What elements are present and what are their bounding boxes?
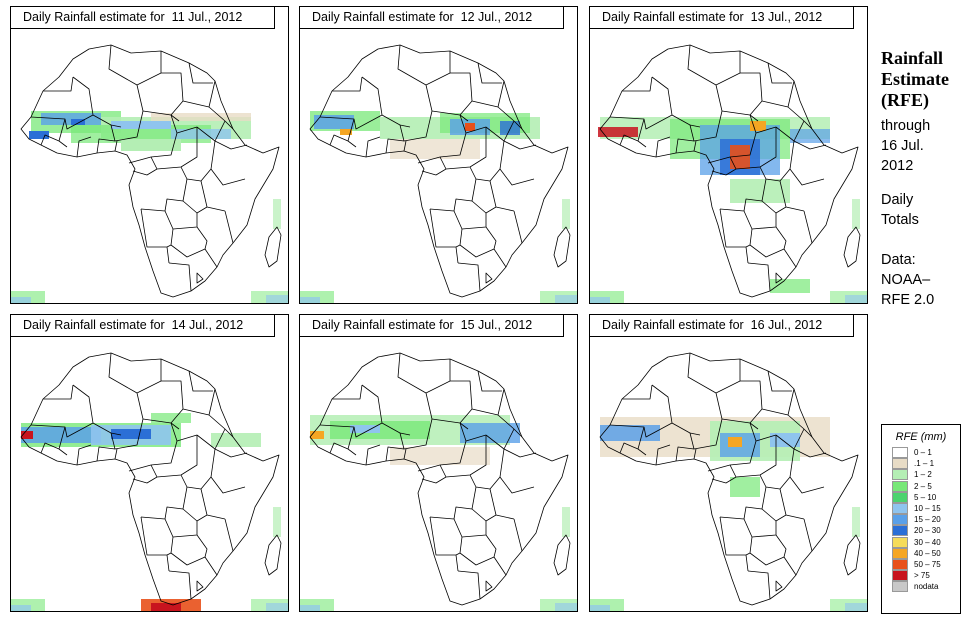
heading-line: Estimate	[881, 69, 949, 89]
legend-label: 40 – 50	[914, 548, 941, 558]
legend-label: 0 – 1	[914, 448, 932, 458]
legend-label: 5 – 10	[914, 492, 937, 502]
source-line: Data:	[881, 252, 916, 268]
legend-label: nodata	[914, 582, 939, 592]
legend-item: 40 – 50	[892, 547, 960, 559]
legend-label: > 75	[914, 571, 930, 581]
map-panel: Daily Rainfall estimate for 11 Jul., 201…	[10, 6, 289, 304]
legend-label: 20 – 30	[914, 526, 941, 536]
legend-item: 2 – 5	[892, 480, 960, 492]
legend-label: 30 – 40	[914, 537, 941, 547]
totals-label: Daily Totals	[881, 190, 966, 230]
legend-label: 15 – 20	[914, 515, 941, 525]
totals-line: Daily	[881, 192, 914, 208]
panel-title: Daily Rainfall estimate for 14 Jul., 201…	[11, 315, 275, 337]
legend-item: 10 – 15	[892, 503, 960, 515]
legend-label: 50 – 75	[914, 559, 941, 569]
through-label: through	[881, 118, 931, 134]
africa-rainfall-map	[590, 352, 867, 611]
data-source: Data: NOAA– RFE 2.0	[881, 250, 966, 310]
legend-item: 20 – 30	[892, 525, 960, 537]
legend-swatch	[892, 514, 908, 526]
legend-item: 1 – 2	[892, 469, 960, 481]
legend-label: 1 – 2	[914, 470, 932, 480]
africa-rainfall-map	[300, 352, 577, 611]
panel-title: Daily Rainfall estimate for 15 Jul., 201…	[300, 315, 564, 337]
legend-swatch	[892, 525, 908, 537]
legend-item: 15 – 20	[892, 514, 960, 526]
legend-swatch	[892, 581, 908, 593]
legend-swatch	[892, 458, 908, 470]
rfe-heading: Rainfall Estimate (RFE)	[881, 48, 961, 111]
legend-item: > 75	[892, 570, 960, 582]
panel-title: Daily Rainfall estimate for 13 Jul., 201…	[590, 7, 854, 29]
through-day: 16 Jul.	[881, 138, 924, 154]
africa-rainfall-map	[300, 44, 577, 303]
legend-item: 0 – 1	[892, 447, 960, 459]
rainfall-band	[598, 117, 830, 293]
legend-label: .1 – 1	[914, 459, 935, 469]
legend-item: 50 – 75	[892, 558, 960, 570]
legend-swatch	[892, 570, 908, 582]
rainfall-band	[29, 111, 251, 151]
africa-rainfall-map	[11, 352, 288, 611]
africa-rainfall-map	[590, 44, 867, 303]
panel-title: Daily Rainfall estimate for 16 Jul., 201…	[590, 315, 854, 337]
map-panel: Daily Rainfall estimate for 15 Jul., 201…	[299, 314, 578, 612]
map-panel: Daily Rainfall estimate for 13 Jul., 201…	[589, 6, 868, 304]
legend-title: RFE (mm)	[895, 431, 947, 443]
rainfall-band	[600, 417, 830, 497]
panel-title: Daily Rainfall estimate for 12 Jul., 201…	[300, 7, 564, 29]
rainfall-band	[21, 413, 261, 611]
through-year: 2012	[881, 158, 914, 174]
legend-swatch	[892, 480, 908, 492]
map-panel: Daily Rainfall estimate for 14 Jul., 201…	[10, 314, 289, 612]
legend-label: 10 – 15	[914, 504, 941, 514]
legend-swatch	[892, 503, 908, 515]
legend-item: 5 – 10	[892, 491, 960, 503]
legend-swatch	[892, 447, 908, 459]
source-line: RFE 2.0	[881, 292, 935, 308]
map-panel: Daily Rainfall estimate for 12 Jul., 201…	[299, 6, 578, 304]
legend-swatch	[892, 558, 908, 570]
source-line: NOAA–	[881, 272, 931, 288]
totals-line: Totals	[881, 212, 919, 228]
heading-line: Rainfall	[881, 48, 944, 68]
rainfall-band	[310, 415, 520, 465]
through-date: through 16 Jul. 2012	[881, 116, 966, 176]
legend-swatch	[892, 536, 908, 548]
panel-title: Daily Rainfall estimate for 11 Jul., 201…	[11, 7, 275, 29]
heading-line: (RFE)	[881, 90, 929, 110]
legend-item: .1 – 1	[892, 458, 960, 470]
legend-label: 2 – 5	[914, 481, 932, 491]
legend-swatch	[892, 469, 908, 481]
map-panel: Daily Rainfall estimate for 16 Jul., 201…	[589, 314, 868, 612]
legend-swatch	[892, 491, 908, 503]
africa-rainfall-map	[11, 44, 288, 303]
legend-item: nodata	[892, 581, 960, 593]
legend-swatch	[892, 547, 908, 559]
legend-item: 30 – 40	[892, 536, 960, 548]
